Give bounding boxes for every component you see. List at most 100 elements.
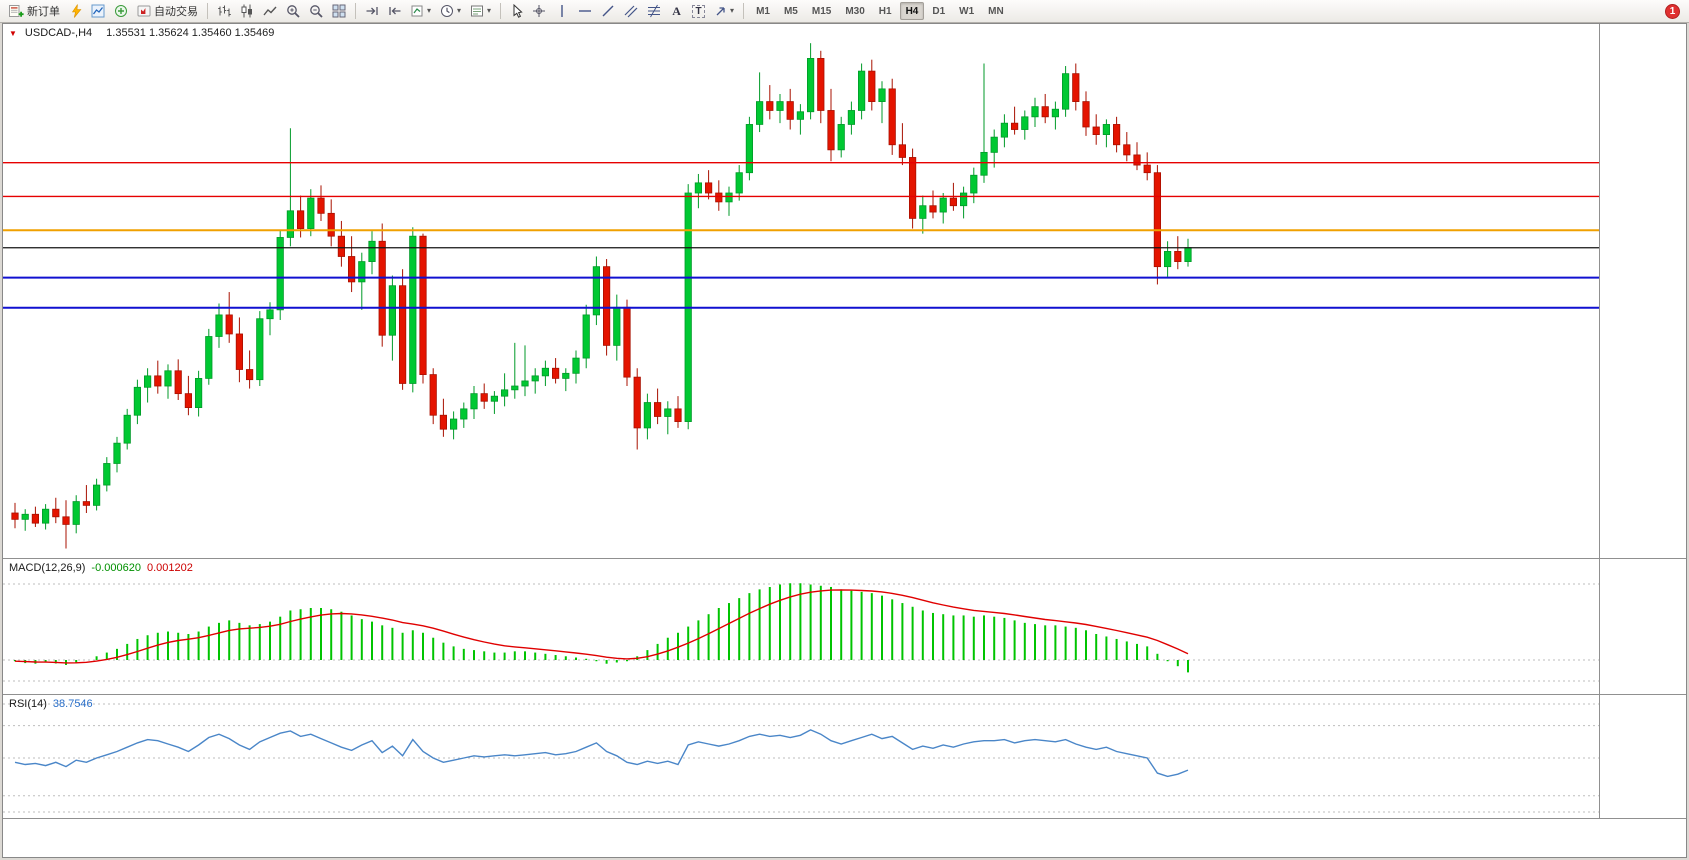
candle-body (449, 418, 458, 430)
trendline-tool-button[interactable] (597, 2, 619, 21)
candle-body (1051, 108, 1059, 118)
rsi-line (14, 729, 1189, 778)
auto-scroll-button[interactable] (361, 2, 383, 21)
new-order-button[interactable]: 新订单 (5, 2, 64, 21)
crosshair-icon (532, 4, 546, 18)
candle-body (296, 210, 305, 229)
candle-body (623, 306, 631, 378)
candle-body (21, 513, 29, 520)
candle-body (133, 386, 141, 416)
zoom-in-button[interactable] (282, 2, 304, 21)
candle-body (429, 374, 437, 416)
main-toolbar: 新订单 自动交易 (0, 0, 1689, 23)
vertical-line-tool-button[interactable] (551, 2, 573, 21)
candle-body (1072, 73, 1080, 102)
clock-icon (440, 4, 454, 18)
candle-body (827, 110, 835, 151)
candle-body (694, 182, 703, 194)
candle-body (480, 393, 488, 402)
timeframe-button-MN[interactable]: MN (988, 5, 1004, 17)
quick-trade-button[interactable] (65, 2, 86, 21)
timeframe-button-H4[interactable]: H4 (899, 2, 925, 20)
macd-indicator-label: MACD(12,26,9) -0.000620 0.001202 (9, 562, 193, 574)
candle-body (205, 336, 213, 379)
candle-body (500, 389, 509, 397)
candle-body (307, 197, 315, 229)
bar-chart-button[interactable] (213, 2, 235, 21)
candle-body (837, 124, 845, 151)
timeframe-button-M1[interactable]: M1 (756, 5, 770, 17)
candle-body (970, 174, 978, 194)
candle-body (470, 393, 478, 410)
channel-tool-button[interactable] (620, 2, 642, 21)
timeframe-button-M5[interactable]: M5 (783, 5, 798, 17)
candle-body (582, 314, 590, 359)
fibonacci-icon (647, 4, 661, 18)
candle-body (1031, 106, 1039, 118)
zoom-in-icon (286, 4, 300, 18)
text-tool-button[interactable]: A (666, 2, 687, 21)
candle-body (1092, 126, 1100, 136)
ohlc-values: 1.35531 1.35624 1.35460 1.35469 (106, 27, 275, 39)
auto-trading-label: 自动交易 (154, 6, 198, 18)
chart-canvas[interactable] (3, 24, 1686, 857)
horizontal-lines (3, 161, 1599, 309)
new-order-icon (9, 4, 24, 18)
candle-body (929, 205, 937, 213)
template-button[interactable]: ▾ (466, 2, 495, 21)
cursor-tool-button[interactable] (506, 2, 527, 21)
tile-windows-button[interactable] (328, 2, 350, 21)
template-icon (470, 4, 484, 18)
timeframe-button-W1[interactable]: W1 (959, 5, 975, 17)
text-label-tool-button[interactable]: T (688, 2, 709, 21)
timeframes-dropdown-button[interactable]: ▾ (436, 2, 465, 21)
vertical-line-icon (555, 4, 569, 18)
candlestick-chart-button[interactable] (236, 2, 258, 21)
line-chart-button[interactable] (259, 2, 281, 21)
candle-body (980, 151, 988, 176)
dropdown-caret-icon: ▾ (730, 6, 735, 15)
candle-body (756, 101, 764, 125)
candle-body (31, 513, 40, 524)
timeframe-button-M15[interactable]: M15 (811, 5, 832, 17)
arrow-objects-icon (714, 5, 727, 18)
crosshair-tool-button[interactable] (528, 2, 550, 21)
candle-body (562, 372, 570, 379)
timeframe-button-M30[interactable]: M30 (845, 5, 865, 17)
auto-trading-button[interactable]: 自动交易 (133, 2, 202, 21)
candle-body (847, 110, 856, 125)
chart-profile-button[interactable] (87, 2, 109, 21)
candle-body (572, 357, 580, 374)
zoom-out-button[interactable] (305, 2, 327, 21)
text-tool-icon: A (672, 3, 681, 18)
candle-body (878, 88, 886, 102)
new-chart-button[interactable]: ▾ (407, 2, 435, 21)
line-chart-icon (263, 4, 277, 18)
lightning-icon (70, 4, 82, 18)
chart-title: ▼ USDCAD-,H4 1.35531 1.35624 1.35460 1.3… (9, 27, 274, 39)
candle-body (72, 501, 80, 525)
arrow-objects-button[interactable]: ▾ (710, 2, 738, 21)
auto-trading-icon (137, 4, 151, 18)
rsi-name: RSI(14) (9, 698, 47, 710)
candle-body (521, 380, 529, 387)
candle-body (807, 58, 815, 113)
macd-signal-line (14, 589, 1189, 664)
candle-body (796, 111, 805, 120)
timeframe-button-D1[interactable]: D1 (932, 5, 946, 17)
candle-body (276, 237, 284, 311)
candle-body (52, 508, 60, 518)
market-watch-button[interactable] (110, 2, 132, 21)
candle-body (705, 182, 713, 194)
fibonacci-tool-button[interactable] (643, 2, 665, 21)
candle-body (1143, 164, 1151, 174)
candle-body (1123, 144, 1131, 156)
candle-body (592, 266, 601, 316)
timeframe-button-H1[interactable]: H1 (878, 5, 892, 17)
notification-badge[interactable]: 1 (1665, 3, 1680, 19)
tile-windows-icon (332, 4, 346, 18)
horizontal-line-tool-button[interactable] (574, 2, 596, 21)
candle-body (368, 240, 376, 262)
cursor-icon (511, 4, 523, 18)
chart-shift-button[interactable] (384, 2, 406, 21)
